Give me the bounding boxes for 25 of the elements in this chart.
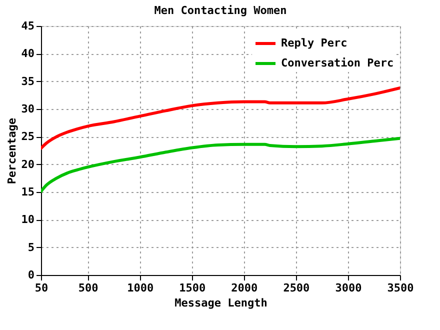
y-tick-label: 10 (21, 213, 34, 226)
legend-label: Reply Perc (281, 36, 348, 50)
x-tick-label: 500 (78, 282, 98, 294)
x-tick-label: 2500 (283, 282, 310, 294)
line-series (41, 86, 400, 150)
y-axis-title: Percentage (5, 118, 18, 184)
y-tick-label: 20 (21, 158, 34, 171)
y-tick-label: 45 (21, 20, 34, 32)
y-tick-label: 0 (28, 268, 34, 282)
x-tick-label: 50 (34, 282, 48, 294)
line-series (41, 136, 400, 193)
y-tick-label: 40 (21, 47, 34, 60)
x-tick-label: 2000 (231, 282, 258, 294)
y-tick-label: 15 (21, 186, 34, 198)
x-tick-label: 3000 (335, 282, 362, 294)
legend-label: Conversation Perc (281, 56, 394, 70)
y-tick-label: 5 (28, 240, 34, 254)
y-tick-label: 35 (21, 74, 34, 88)
y-tick-label: 25 (21, 130, 34, 144)
x-tick-label: 1500 (179, 282, 206, 294)
y-tick-label: 30 (21, 102, 34, 116)
chart-title: Men Contacting Women (154, 4, 287, 17)
x-tick-label: 1000 (127, 282, 154, 294)
x-tick-label: 3500 (387, 282, 414, 294)
x-axis-title: Message Length (174, 296, 268, 310)
